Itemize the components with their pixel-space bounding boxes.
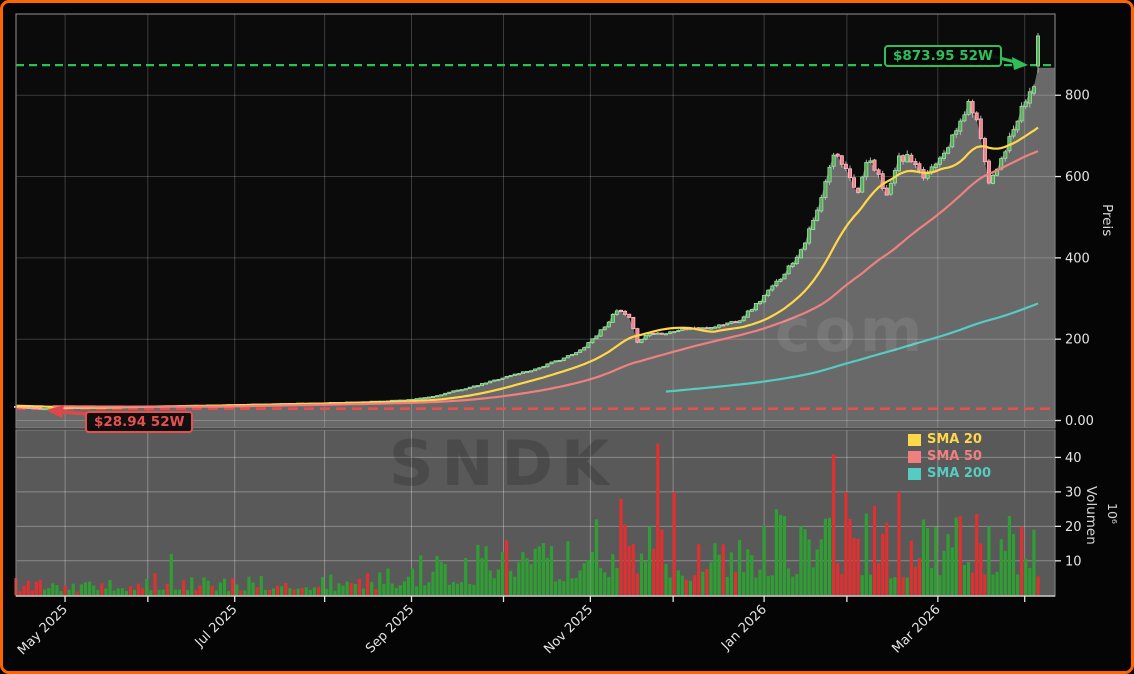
legend-item-sma50: SMA 50 (908, 448, 991, 465)
svg-text:800: 800 (1065, 89, 1090, 104)
sma50-label: SMA 50 (927, 449, 982, 464)
legend-item-sma200: SMA 200 (908, 465, 991, 482)
svg-text:10: 10 (1065, 554, 1082, 569)
sma200-label: SMA 200 (927, 466, 992, 481)
svg-text:400: 400 (1065, 251, 1090, 266)
svg-text:Mar 2026: Mar 2026 (889, 602, 943, 656)
sma20-swatch (908, 433, 921, 446)
ticker-watermark: SNDK (389, 427, 618, 500)
low-52w-annotation: $28.94 52W (85, 411, 194, 433)
svg-text:600: 600 (1065, 170, 1090, 185)
svg-text:Nov 2025: Nov 2025 (541, 602, 596, 657)
volume-axis-title: Volumen (1083, 486, 1099, 545)
svg-text:May 2025: May 2025 (15, 602, 71, 658)
svg-text:Sep 2025: Sep 2025 (363, 602, 417, 656)
sma50-swatch (908, 450, 921, 463)
svg-text:Jul 2025: Jul 2025 (192, 602, 241, 651)
svg-text:200: 200 (1065, 333, 1090, 348)
price-volume-chart: 0.00 200 400 600 800 10 20 30 40 May 2025 Jul 2025… (13, 13, 1094, 658)
high-52w-annotation: $873.95 52W (884, 45, 1002, 67)
svg-text:Jan 2026: Jan 2026 (718, 602, 770, 654)
legend-item-sma20: SMA 20 (908, 431, 991, 448)
price-axis-title: Preis (1099, 204, 1115, 237)
svg-text:30: 30 (1065, 485, 1082, 500)
svg-text:0.00: 0.00 (1065, 414, 1094, 429)
sma-legend: SMA 20 SMA 50 SMA 200 (908, 431, 991, 482)
svg-text:40: 40 (1065, 451, 1082, 466)
site-watermark: com (775, 296, 927, 366)
svg-text:20: 20 (1065, 520, 1082, 535)
sma200-swatch (908, 467, 921, 480)
sma20-label: SMA 20 (927, 432, 982, 447)
volume-axis-scale: 10⁶ (1105, 503, 1120, 524)
